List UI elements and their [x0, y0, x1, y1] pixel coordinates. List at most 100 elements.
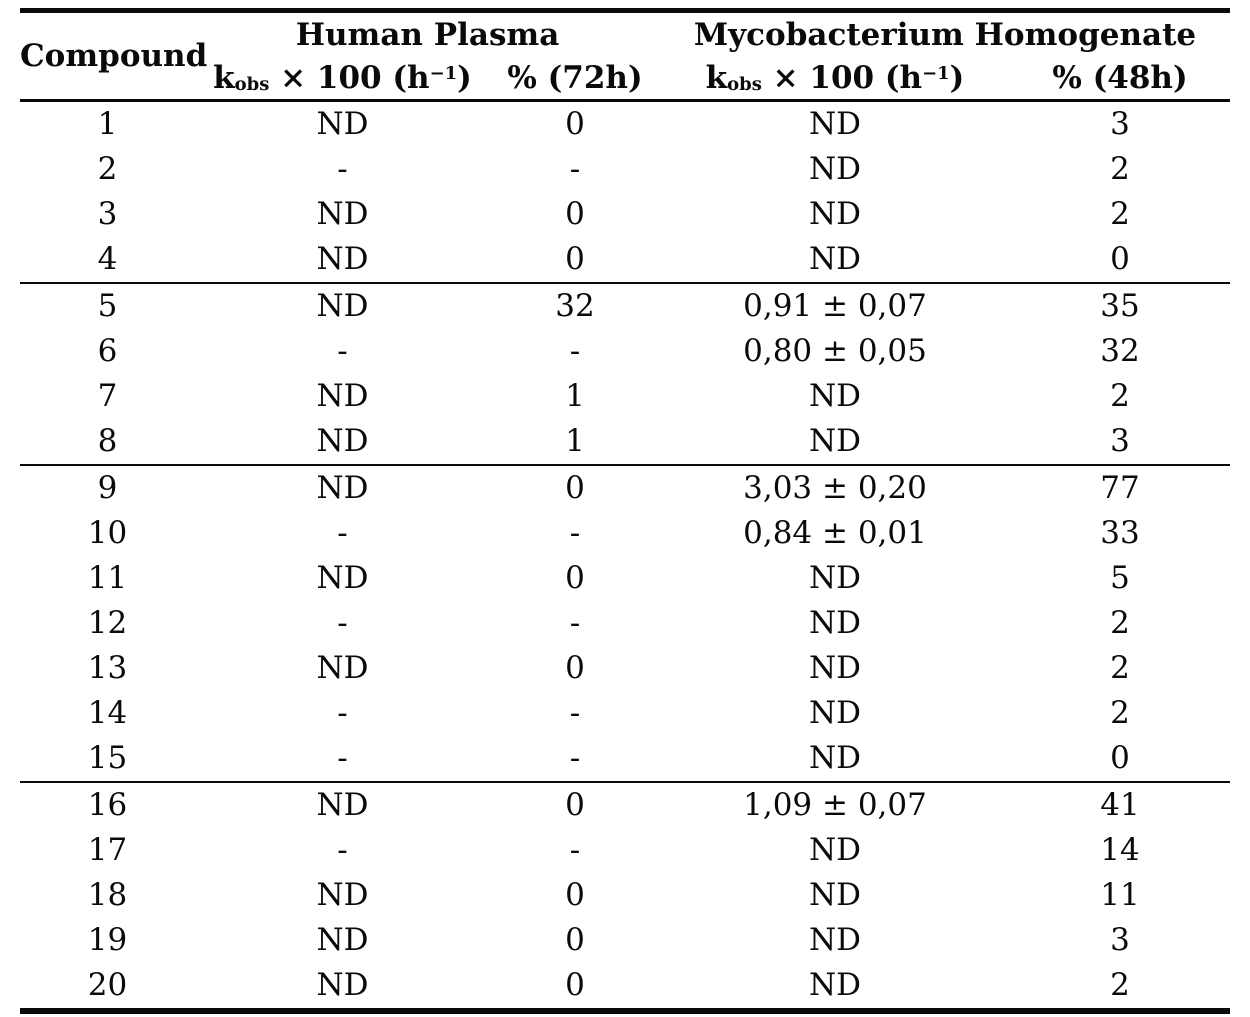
- plasma-kobs-cell: ND: [316, 650, 369, 687]
- plasma-pct-cell: -: [569, 695, 581, 732]
- plasma-pct-cell: -: [569, 333, 581, 370]
- table-row: 8 ND 1 ND 3: [20, 419, 1230, 465]
- table-row: 12 - - ND 2: [20, 601, 1230, 646]
- plasma-kobs-cell: -: [337, 832, 348, 869]
- myco-kobs-cell: ND: [809, 967, 861, 1004]
- plasma-kobs-cell: ND: [316, 378, 369, 415]
- table-row: 16 ND 0 1,09 ± 0,07 41: [20, 781, 1230, 828]
- myco-pct-cell: 11: [1100, 877, 1140, 914]
- compound-cell: 6: [97, 333, 118, 370]
- compound-cell: 20: [87, 967, 128, 1004]
- myco-kobs-cell: ND: [809, 832, 861, 869]
- plasma-pct-cell: -: [569, 832, 581, 869]
- header-group-row: Compound Human Plasma Mycobacterium Homo…: [20, 11, 1230, 73]
- compound-cell: 15: [87, 740, 128, 777]
- compound-cell: 16: [20, 781, 195, 828]
- plasma-pct-cell: 0: [490, 781, 660, 828]
- myco-pct-cell: 35: [1010, 282, 1230, 329]
- plasma-pct-cell: 0: [565, 241, 585, 278]
- compound-cell: 11: [87, 560, 128, 597]
- compound-cell: 19: [87, 922, 128, 959]
- myco-kobs-cell: ND: [809, 106, 861, 143]
- myco-kobs-cell: ND: [809, 378, 861, 415]
- plasma-kobs-cell: ND: [316, 423, 369, 460]
- plasma-kobs-cell: -: [337, 695, 348, 732]
- kobs-label-subscript: obs: [234, 74, 270, 96]
- myco-pct-cell: 2: [1110, 650, 1130, 687]
- compound-cell: 14: [87, 695, 128, 732]
- kobs-label-base: k: [213, 59, 235, 96]
- myco-pct-cell: 77: [1010, 464, 1230, 511]
- table-row: 3 ND 0 ND 2: [20, 192, 1230, 237]
- stability-table: Compound Human Plasma Mycobacterium Homo…: [20, 8, 1230, 1014]
- myco-pct-cell: 32: [1100, 333, 1140, 370]
- myco-kobs-cell: 0,91 ± 0,07: [660, 282, 1010, 329]
- column-header-compound: Compound: [20, 37, 208, 74]
- table-row: 10 - - 0,84 ± 0,01 33: [20, 511, 1230, 556]
- plasma-kobs-cell: ND: [316, 241, 369, 278]
- compound-cell: 13: [87, 650, 128, 687]
- myco-pct-cell: 33: [1100, 515, 1140, 552]
- compound-cell: 5: [20, 282, 195, 329]
- plasma-kobs-cell: ND: [316, 196, 369, 233]
- plasma-pct-cell: 1: [565, 378, 585, 415]
- table-row: 2 - - ND 2: [20, 147, 1230, 192]
- plasma-kobs-cell: ND: [195, 781, 490, 828]
- kobs-label-mid: × 100 (h: [761, 59, 923, 96]
- myco-kobs-cell: 3,03 ± 0,20: [660, 464, 1010, 511]
- plasma-kobs-cell: ND: [316, 560, 369, 597]
- plasma-pct-cell: 0: [565, 196, 585, 233]
- myco-pct-cell: 0: [1110, 241, 1130, 278]
- myco-kobs-cell: ND: [809, 605, 861, 642]
- myco-pct-cell: 2: [1110, 605, 1130, 642]
- myco-pct-cell: 3: [1110, 106, 1130, 143]
- plasma-kobs-cell: ND: [316, 877, 369, 914]
- plasma-pct-cell: 32: [490, 282, 660, 329]
- column-header-plasma-kobs: kobs × 100 (h−1): [195, 57, 490, 101]
- table-row: 9 ND 0 3,03 ± 0,20 77: [20, 464, 1230, 511]
- plasma-pct-cell: 0: [490, 464, 660, 511]
- kobs-label-subscript: obs: [727, 74, 762, 96]
- myco-pct-cell: 5: [1110, 560, 1130, 597]
- myco-pct-cell: 14: [1100, 832, 1140, 869]
- column-group-human-plasma: Human Plasma: [295, 16, 560, 53]
- compound-cell: 4: [97, 241, 118, 278]
- myco-kobs-cell: ND: [809, 695, 861, 732]
- plasma-pct-cell: -: [569, 740, 581, 777]
- table-row: 6 - - 0,80 ± 0,05 32: [20, 329, 1230, 374]
- table-row: 1 ND 0 ND 3: [20, 101, 1230, 148]
- compound-cell: 1: [97, 106, 118, 143]
- header-sub-row: kobs × 100 (h−1) % (72h) kobs × 100 (h−1…: [20, 57, 1230, 101]
- myco-kobs-cell: ND: [809, 740, 861, 777]
- plasma-pct-cell: -: [569, 151, 581, 188]
- plasma-pct-cell: 0: [565, 967, 585, 1004]
- myco-kobs-cell: ND: [809, 423, 861, 460]
- table-row: 17 - - ND 14: [20, 828, 1230, 873]
- column-header-plasma-percent-72h: % (72h): [507, 59, 643, 96]
- myco-kobs-cell: 1,09 ± 0,07: [660, 781, 1010, 828]
- myco-kobs-cell: ND: [809, 877, 861, 914]
- kobs-label-base: k: [705, 59, 728, 96]
- compound-cell: 17: [87, 832, 128, 869]
- kobs-label-superscript: −1: [922, 62, 950, 84]
- myco-kobs-cell: ND: [809, 650, 861, 687]
- table-row: 15 - - ND 0: [20, 736, 1230, 782]
- myco-kobs-cell: ND: [809, 922, 861, 959]
- myco-pct-cell: 0: [1110, 740, 1130, 777]
- plasma-kobs-cell: ND: [195, 282, 490, 329]
- plasma-kobs-cell: -: [337, 515, 348, 552]
- myco-pct-cell: 2: [1110, 196, 1130, 233]
- compound-cell: 9: [20, 464, 195, 511]
- myco-kobs-cell: ND: [809, 560, 861, 597]
- plasma-pct-cell: 0: [565, 106, 585, 143]
- kobs-label-mid: × 100 (h: [269, 59, 430, 96]
- plasma-pct-cell: 0: [565, 650, 585, 687]
- plasma-pct-cell: 0: [565, 922, 585, 959]
- column-header-myco-percent-48h: % (48h): [1052, 59, 1188, 96]
- myco-pct-cell: 41: [1010, 781, 1230, 828]
- kobs-label-end: ): [457, 59, 472, 96]
- table-row: 11 ND 0 ND 5: [20, 556, 1230, 601]
- plasma-kobs-cell: ND: [316, 106, 369, 143]
- myco-kobs-cell: ND: [809, 196, 861, 233]
